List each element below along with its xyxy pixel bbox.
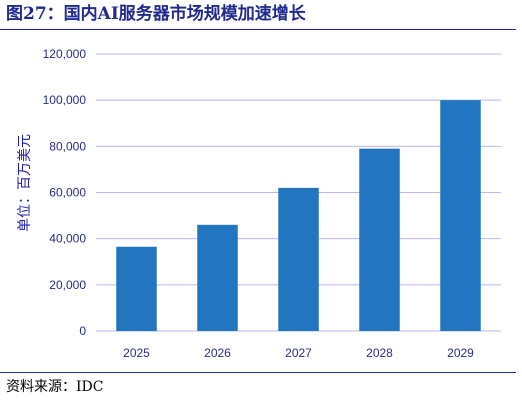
x-tick-label: 2029	[447, 346, 474, 360]
y-tick-label: 60,000	[49, 186, 86, 200]
x-tick-label: 2027	[285, 346, 312, 360]
y-axis-label: 单位：百万美元	[17, 134, 33, 232]
figure-title: 图27：国内AI服务器市场规模加速增长	[6, 4, 306, 24]
y-tick-label: 0	[79, 324, 86, 338]
x-tick-label: 2025	[123, 346, 150, 360]
y-tick-label: 120,000	[43, 47, 87, 61]
bar-2029	[440, 100, 481, 332]
bar-2026	[197, 224, 238, 331]
bar-2027	[278, 187, 319, 331]
source-note: 资料来源：IDC	[6, 379, 104, 395]
y-tick-labels: 0 20,000 40,000 60,000 80,000 100,000 120,000	[43, 47, 87, 338]
bar-chart: 020,00040,00060,00080,000100,000120,000 …	[17, 47, 501, 360]
x-tick-label: 2026	[204, 346, 231, 360]
bar-2028	[359, 148, 400, 331]
bar-2025	[116, 246, 157, 331]
title-divider	[0, 29, 516, 30]
footer-divider	[0, 372, 516, 373]
bars	[116, 100, 481, 332]
y-tick-label: 100,000	[43, 93, 87, 107]
y-tick-label: 80,000	[49, 139, 86, 153]
x-tick-labels: 2025 2026 2027 2028 2029	[123, 346, 474, 360]
y-tick-label: 40,000	[49, 232, 86, 246]
x-tick-label: 2028	[366, 346, 393, 360]
y-tick-label: 20,000	[49, 278, 86, 292]
